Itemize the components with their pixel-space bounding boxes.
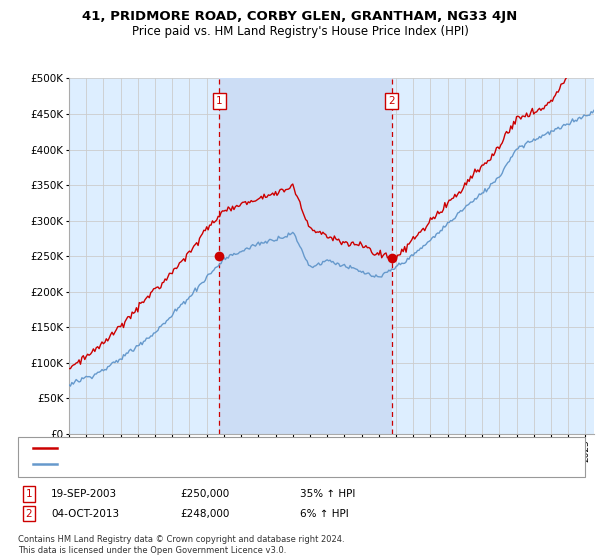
- Text: 19-SEP-2003: 19-SEP-2003: [51, 489, 117, 499]
- Text: Price paid vs. HM Land Registry's House Price Index (HPI): Price paid vs. HM Land Registry's House …: [131, 25, 469, 38]
- Text: Contains HM Land Registry data © Crown copyright and database right 2024.: Contains HM Land Registry data © Crown c…: [18, 535, 344, 544]
- Text: 1: 1: [216, 96, 223, 106]
- Text: HPI: Average price, detached house, South Kesteven: HPI: Average price, detached house, Sout…: [63, 459, 320, 469]
- Text: This data is licensed under the Open Government Licence v3.0.: This data is licensed under the Open Gov…: [18, 546, 286, 555]
- Text: £248,000: £248,000: [180, 508, 229, 519]
- Bar: [219, 78, 392, 434]
- Text: 35% ↑ HPI: 35% ↑ HPI: [300, 489, 355, 499]
- Text: 1: 1: [25, 489, 32, 499]
- Text: 6% ↑ HPI: 6% ↑ HPI: [300, 508, 349, 519]
- Text: 04-OCT-2013: 04-OCT-2013: [51, 508, 119, 519]
- Text: 41, PRIDMORE ROAD, CORBY GLEN, GRANTHAM, NG33 4JN (detached house): 41, PRIDMORE ROAD, CORBY GLEN, GRANTHAM,…: [63, 443, 440, 453]
- Text: 2: 2: [25, 508, 32, 519]
- Text: 41, PRIDMORE ROAD, CORBY GLEN, GRANTHAM, NG33 4JN: 41, PRIDMORE ROAD, CORBY GLEN, GRANTHAM,…: [82, 10, 518, 23]
- Text: £250,000: £250,000: [180, 489, 229, 499]
- Text: 2: 2: [389, 96, 395, 106]
